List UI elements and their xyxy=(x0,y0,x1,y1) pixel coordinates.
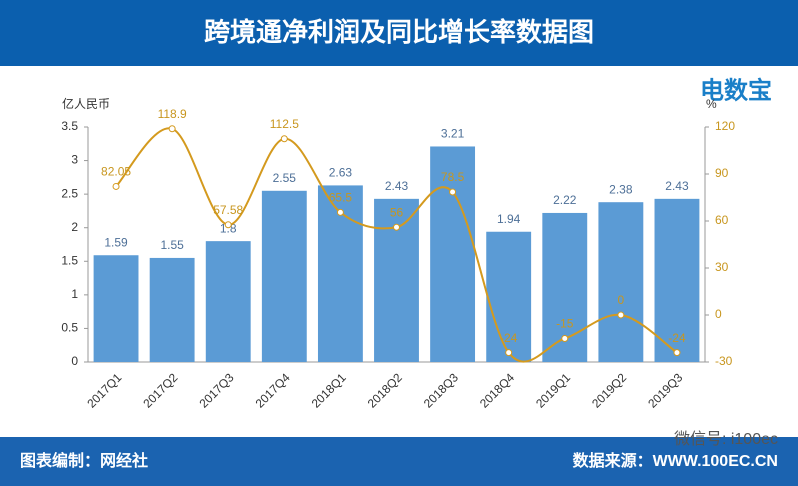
y2-tick-label: 0 xyxy=(715,307,722,321)
line-label: -24 xyxy=(500,331,518,345)
bar-label: 3.21 xyxy=(441,127,465,141)
bar xyxy=(374,198,419,362)
y-tick-label: 2 xyxy=(71,220,78,234)
line-marker xyxy=(336,208,344,216)
line-marker xyxy=(224,221,232,229)
y2-tick-label: -30 xyxy=(715,354,733,368)
bar xyxy=(93,255,139,362)
line-marker xyxy=(505,349,513,357)
line-label: 0 xyxy=(618,293,625,307)
bar-label: 1.59 xyxy=(104,235,128,249)
bar-label: 1.94 xyxy=(497,212,521,226)
line-marker xyxy=(449,188,457,196)
y-axis-title: 亿人民币 xyxy=(62,96,110,111)
bar xyxy=(261,190,307,362)
line-label: 112.5 xyxy=(270,117,299,131)
line-label: 56 xyxy=(390,205,404,219)
y2-tick-label: 30 xyxy=(715,260,729,274)
logo: 电数宝 xyxy=(700,76,772,104)
line-label: 78.5 xyxy=(441,170,465,184)
line-label: -15 xyxy=(556,317,574,331)
line-label: 118.9 xyxy=(158,107,187,121)
line-label: 57.58 xyxy=(213,203,243,217)
y-tick-label: 0 xyxy=(71,354,78,368)
bar xyxy=(654,198,700,362)
bar-label: 1.55 xyxy=(160,238,184,252)
line-marker xyxy=(112,182,120,190)
line-marker xyxy=(561,335,569,342)
footer-left: 图表编制：网经社 xyxy=(20,451,148,470)
y2-tick-label: 120 xyxy=(715,119,735,133)
y2-axis-title: % xyxy=(706,97,717,111)
bar xyxy=(149,257,195,362)
footer-right: 数据来源：WWW.100EC.CN xyxy=(573,451,778,470)
bar xyxy=(430,146,476,362)
line-marker xyxy=(617,311,625,319)
footer-band xyxy=(0,437,798,486)
y-tick-label: 3.5 xyxy=(61,119,78,133)
chart-title: 跨境通净利润及同比增长率数据图 xyxy=(204,17,594,47)
y-tick-label: 1 xyxy=(71,287,78,301)
bar-label: 1.8 xyxy=(220,221,237,235)
y2-tick-label: 90 xyxy=(715,166,729,180)
bar xyxy=(205,241,251,362)
y-tick-label: 1.5 xyxy=(61,253,78,267)
y-tick-label: 2.5 xyxy=(61,186,78,200)
line-marker xyxy=(168,125,176,133)
line-marker xyxy=(673,349,681,357)
y-tick-label: 0.5 xyxy=(61,321,78,335)
bar-label: 2.38 xyxy=(609,182,633,196)
bar xyxy=(598,202,644,362)
bar-label: 2.63 xyxy=(329,166,353,180)
bar-label: 2.55 xyxy=(273,171,297,185)
line-label: 65.5 xyxy=(329,191,353,205)
line-label: -24 xyxy=(668,331,686,345)
line-label: 82.05 xyxy=(101,165,131,179)
bar-label: 2.22 xyxy=(553,193,577,207)
header-band xyxy=(0,0,798,66)
y-tick-label: 3 xyxy=(71,153,78,167)
bar-label: 2.43 xyxy=(385,179,409,193)
bar-label: 2.43 xyxy=(665,179,689,193)
line-marker xyxy=(393,223,400,231)
line-marker xyxy=(280,135,288,143)
watermark: 微信号: i100ec xyxy=(674,430,778,448)
y2-tick-label: 60 xyxy=(715,213,729,227)
bar xyxy=(486,231,532,362)
